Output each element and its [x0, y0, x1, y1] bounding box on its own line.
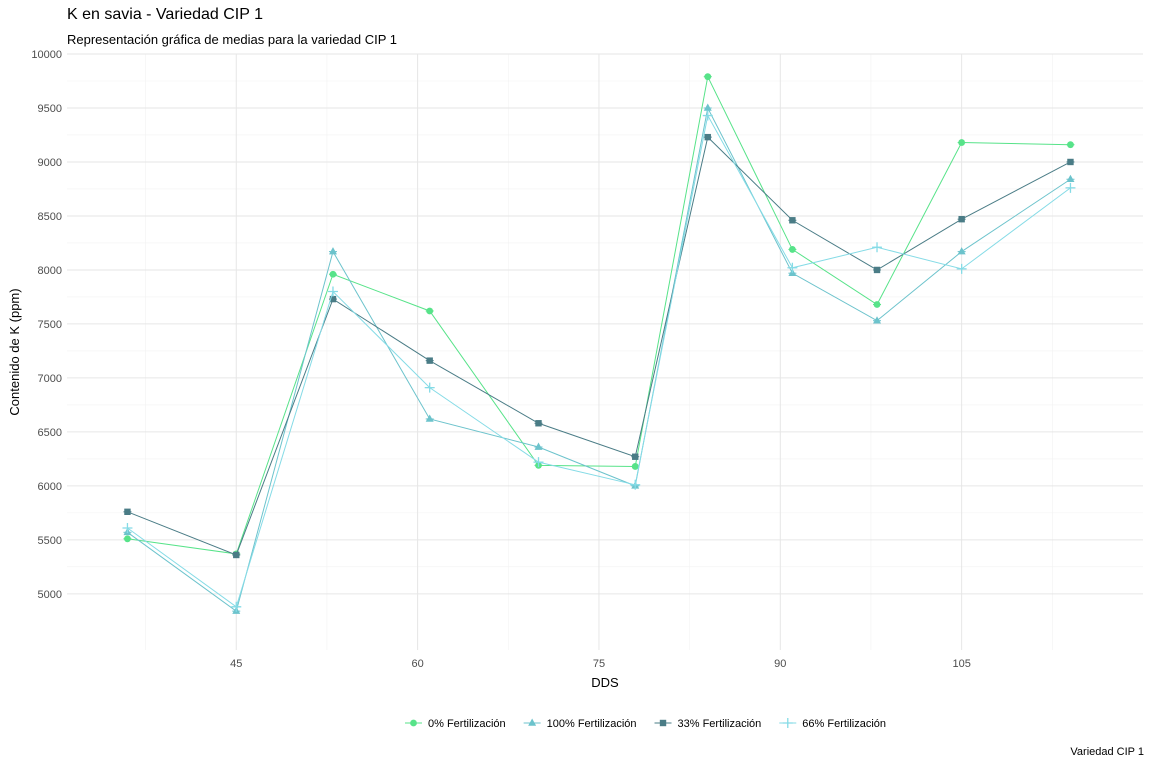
chart-caption: Variedad CIP 1: [1070, 746, 1144, 758]
data-point: [1067, 141, 1074, 149]
legend-item: 33% Fertilización: [654, 718, 762, 730]
x-axis-ticks: 45 60 75 90 105: [230, 658, 971, 670]
data-point: [872, 242, 883, 253]
y-tick-label: 5500: [38, 535, 62, 547]
chart-title: K en savia - Variedad CIP 1: [67, 6, 263, 23]
y-axis-ticks: 5000 5500 6000 6500 7000 7500 8000 8500 9000 9500…: [31, 49, 62, 601]
data-point: [873, 266, 881, 274]
legend-key-marker: [659, 719, 667, 727]
y-tick-label: 6000: [38, 481, 62, 493]
legend: 0% Fertilización 100% Fertilización 33% Fe…: [405, 718, 886, 730]
y-axis-title: Contenido de K (ppm): [7, 288, 22, 415]
data-point: [704, 73, 712, 81]
x-tick-label: 90: [774, 658, 786, 670]
data-point: [424, 382, 435, 393]
data-point: [122, 522, 133, 533]
x-tick-label: 75: [593, 658, 605, 670]
x-tick-label: 60: [411, 658, 423, 670]
grid-lines: [67, 53, 1143, 650]
y-tick-label: 8000: [38, 265, 62, 277]
data-point: [328, 247, 337, 255]
y-tick-label: 9500: [38, 103, 62, 115]
data-point: [425, 414, 434, 422]
y-tick-label: 5000: [38, 589, 62, 601]
legend-label: 33% Fertilización: [678, 718, 762, 730]
y-tick-label: 7500: [38, 319, 62, 331]
series-66-fertilizaci-n: [122, 110, 1076, 612]
data-point: [1067, 158, 1074, 166]
data-point: [957, 247, 966, 255]
data-point: [873, 316, 882, 324]
legend-key-marker: [410, 719, 417, 727]
data-point: [124, 508, 131, 515]
legend-key-marker: [528, 718, 537, 726]
legend-label: 0% Fertilización: [428, 718, 506, 730]
data-point: [958, 139, 966, 146]
data-point: [231, 601, 242, 612]
data-point: [704, 133, 711, 141]
data-point: [703, 103, 712, 111]
data-point: [533, 457, 544, 468]
data-point: [327, 286, 338, 297]
data-point: [788, 246, 796, 253]
legend-item: 0% Fertilización: [405, 718, 506, 730]
legend-label: 66% Fertilización: [802, 718, 886, 730]
y-tick-label: 10000: [31, 49, 62, 61]
data-point: [329, 270, 337, 278]
data-point: [1066, 174, 1075, 183]
series-33-fertilizaci-n: [123, 133, 1075, 559]
data-point: [787, 262, 798, 273]
legend-label: 100% Fertilización: [547, 718, 637, 730]
series-layer: [122, 73, 1076, 614]
legend-key-marker: [782, 718, 793, 728]
legend-item: 100% Fertilización: [523, 718, 637, 730]
data-point: [873, 301, 881, 308]
x-axis-title: DDS: [591, 675, 619, 690]
data-point: [956, 263, 967, 274]
y-tick-label: 6500: [38, 427, 62, 439]
data-point: [426, 307, 434, 315]
data-point: [789, 217, 796, 224]
data-point: [124, 535, 131, 543]
y-tick-label: 9000: [38, 157, 62, 169]
data-point: [630, 479, 641, 490]
chart-subtitle: Representación gráfica de medias para la…: [67, 32, 398, 47]
x-tick-label: 45: [230, 658, 242, 670]
data-point: [233, 551, 240, 559]
data-point: [534, 442, 543, 450]
data-point: [535, 420, 542, 427]
data-point: [631, 463, 639, 470]
data-point: [958, 215, 965, 223]
data-point: [702, 110, 713, 121]
x-tick-label: 105: [952, 658, 970, 670]
data-point: [329, 295, 337, 303]
data-point: [632, 453, 639, 460]
legend-item: 66% Fertilización: [779, 718, 886, 730]
y-tick-label: 7000: [38, 373, 62, 385]
y-tick-label: 8500: [38, 211, 62, 223]
data-point: [1065, 182, 1076, 193]
data-point: [426, 357, 433, 364]
